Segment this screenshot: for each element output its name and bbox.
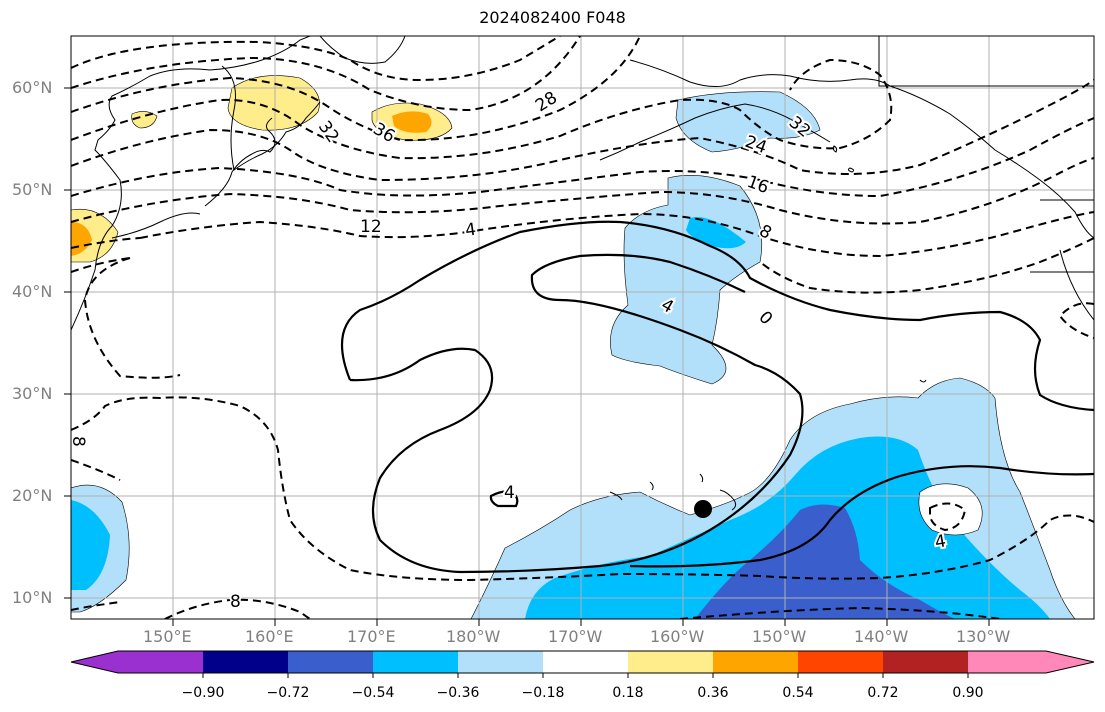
colorbar-extend-high — [1046, 651, 1094, 673]
negative-anomaly-patch — [695, 504, 955, 619]
contour-label: 8 — [68, 436, 88, 447]
negative-anomaly-patch — [675, 91, 821, 153]
positive-anomaly-patch — [227, 75, 320, 131]
colorbar-segment — [203, 651, 288, 673]
contour-label: 4 — [504, 483, 515, 503]
colorbar-outline — [70, 650, 1095, 674]
graticule — [71, 36, 1094, 619]
colorbar — [70, 650, 1095, 678]
positive-anomaly-core — [392, 111, 432, 133]
colorbar-segment — [883, 651, 968, 673]
lon-label: 150°W — [752, 627, 807, 646]
colorbar-segment — [968, 651, 1046, 673]
location-marker — [694, 500, 712, 518]
colorbar-tick-label: 0.72 — [867, 685, 899, 701]
colorbar-tick-label: −0.54 — [351, 685, 395, 701]
colorbar-segment — [118, 651, 203, 673]
map-plot-area: 32 36 28 32 24 16 8 12 4 0 4 4 8 8 4 — [68, 36, 1094, 619]
colorbar-segment — [543, 651, 628, 673]
lat-label: 40°N — [12, 282, 53, 301]
map-frame — [70, 35, 1095, 620]
colorbar-tick-label: 0.90 — [952, 685, 984, 701]
colorbar-tick-label: 0.18 — [612, 685, 644, 701]
colorbar-segment — [373, 651, 458, 673]
negative-anomaly-core — [71, 500, 110, 590]
colorbar-tick-label: 0.36 — [697, 685, 729, 701]
colorbar-segment — [713, 651, 798, 673]
lon-label: 160°W — [650, 627, 705, 646]
lon-label: 170°E — [347, 627, 396, 646]
lon-label: 140°W — [854, 627, 909, 646]
solid-contours — [340, 220, 1094, 574]
coastlines — [71, 36, 1094, 511]
lon-label: 150°E — [143, 627, 192, 646]
lat-label: 60°N — [12, 78, 53, 97]
lon-label: 170°W — [548, 627, 603, 646]
colorbar-tick-label: 0.54 — [782, 685, 814, 701]
colorbar-extend-low — [71, 651, 118, 673]
lon-label: 180°W — [446, 627, 501, 646]
axis-ticks — [64, 87, 990, 626]
contour-label: 4 — [464, 220, 478, 241]
lat-label: 30°N — [12, 384, 53, 403]
dashed-contours — [71, 36, 1094, 619]
colorbar-segment — [798, 651, 883, 673]
colorbar-tick-label: −0.18 — [521, 685, 565, 701]
colorbar-segment — [288, 651, 373, 673]
lon-label: 160°E — [245, 627, 294, 646]
colorbar-segment — [628, 651, 713, 673]
positive-anomaly-patch — [131, 111, 158, 129]
lat-label: 10°N — [12, 588, 53, 607]
lat-label: 50°N — [12, 180, 53, 199]
colorbar-tick-label: −0.90 — [181, 685, 225, 701]
colorbar-tick-label: −0.36 — [436, 685, 480, 701]
contour-label: 12 — [360, 217, 382, 237]
colorbar-segment — [458, 651, 543, 673]
contour-label: 8 — [230, 592, 241, 612]
map-title: 2024082400 F048 — [479, 8, 626, 27]
shaded-anomaly-fields — [71, 75, 1076, 619]
lon-label: 130°W — [956, 627, 1011, 646]
lat-label: 20°N — [12, 486, 53, 505]
negative-anomaly-core — [686, 217, 746, 249]
colorbar-tick-label: −0.72 — [266, 685, 310, 701]
